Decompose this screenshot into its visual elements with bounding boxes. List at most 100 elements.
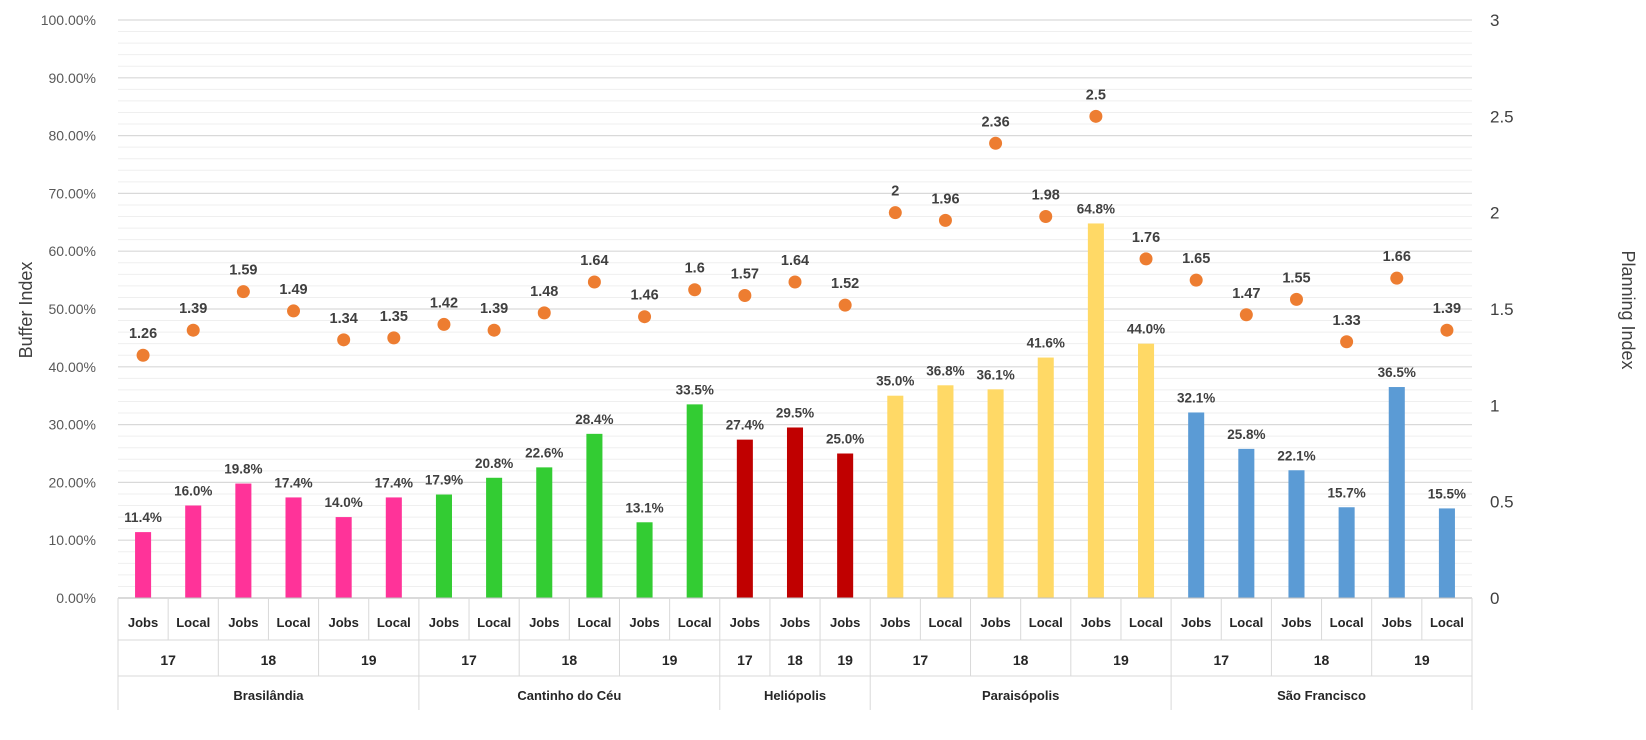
- y-tick-label: 20.00%: [49, 474, 96, 490]
- x-tick-label-type: Jobs: [328, 615, 358, 630]
- x-tick-label-type: Jobs: [429, 615, 459, 630]
- bar-data-label: 44.0%: [1127, 322, 1165, 337]
- planning-data-label: 1.26: [129, 326, 157, 342]
- x-tick-label-group: Heliópolis: [764, 688, 826, 703]
- bar: [937, 385, 954, 598]
- y2-tick-label: 1: [1490, 396, 1499, 415]
- bar: [636, 522, 653, 598]
- planning-point: [688, 283, 702, 297]
- planning-data-label: 1.47: [1232, 286, 1260, 302]
- y-tick-label: 60.00%: [49, 243, 96, 259]
- bar: [1288, 470, 1305, 598]
- bar-data-label: 32.1%: [1177, 390, 1215, 405]
- x-tick-label-year: 18: [562, 652, 578, 668]
- y-tick-label: 10.00%: [49, 532, 96, 548]
- planning-data-label: 1.66: [1383, 249, 1411, 265]
- bar-data-label: 36.8%: [926, 363, 964, 378]
- planning-data-label: 1.59: [229, 263, 257, 279]
- x-tick-label-type: Jobs: [880, 615, 910, 630]
- y-tick-label: 100.00%: [41, 12, 96, 28]
- x-tick-label-type: Local: [1229, 615, 1263, 630]
- bar: [887, 395, 904, 598]
- planning-point: [387, 331, 401, 345]
- bar: [786, 427, 804, 598]
- bar: [486, 477, 503, 598]
- y-tick-label: 40.00%: [49, 359, 96, 375]
- x-tick-label-year: 18: [787, 652, 803, 668]
- x-tick-label-type: Jobs: [629, 615, 659, 630]
- x-tick-label-type: Local: [678, 615, 712, 630]
- bar-data-label: 19.8%: [224, 462, 262, 477]
- planning-point: [136, 348, 150, 362]
- category-axis: Jobs Local 17 Jobs Local 18 Jobs Local 19 Brasilâ…: [117, 597, 1473, 710]
- x-tick-label-type: Local: [1430, 615, 1464, 630]
- planning-point: [888, 206, 902, 220]
- bar: [1388, 387, 1405, 598]
- planning-point: [1089, 109, 1103, 123]
- bar: [586, 433, 603, 598]
- bar: [135, 532, 152, 598]
- x-tick-label-type: Jobs: [830, 615, 860, 630]
- x-tick-label-type: Local: [1129, 615, 1163, 630]
- y-tick-label: 90.00%: [49, 70, 96, 86]
- planning-data-label: 1.39: [1433, 301, 1461, 317]
- planning-data-label: 1.35: [380, 309, 408, 325]
- x-tick-label-type: Local: [1029, 615, 1063, 630]
- planning-data-label: 1.42: [430, 295, 458, 311]
- bar: [1238, 448, 1255, 598]
- x-tick-label-year: 19: [837, 652, 853, 668]
- y2-tick-label: 0.5: [1490, 493, 1514, 512]
- bar: [435, 494, 452, 598]
- bar-data-label: 36.5%: [1378, 365, 1416, 380]
- bar: [686, 404, 703, 598]
- y-tick-label: 50.00%: [49, 301, 96, 317]
- y2-tick-label: 2.5: [1490, 107, 1514, 126]
- planning-data-label: 1.52: [831, 276, 859, 292]
- y-axis-right: 0 0.5 1 1.5 2 2.5 3: [1490, 11, 1514, 608]
- bar: [185, 505, 202, 598]
- planning-data-label: 1.76: [1132, 230, 1160, 246]
- planning-point: [186, 323, 200, 337]
- planning-data-label: 2.5: [1086, 87, 1106, 103]
- y-tick-label: 80.00%: [49, 128, 96, 144]
- x-tick-label-type: Local: [176, 615, 210, 630]
- bar: [335, 517, 352, 598]
- bar-data-label: 33.5%: [676, 382, 714, 397]
- planning-data-label: 1.49: [279, 282, 307, 298]
- bar-data-label: 17.4%: [274, 475, 312, 490]
- bar-data-label: 29.5%: [776, 405, 814, 420]
- x-tick-label-type: Jobs: [128, 615, 158, 630]
- x-tick-label-type: Local: [377, 615, 411, 630]
- planning-point: [838, 298, 852, 312]
- bar: [235, 483, 252, 598]
- x-tick-label-type: Local: [577, 615, 611, 630]
- y-axis-title: Buffer Index: [16, 262, 36, 359]
- bar: [736, 439, 753, 598]
- planning-data-label: 1.96: [931, 191, 959, 207]
- x-tick-label-group: São Francisco: [1277, 688, 1366, 703]
- planning-point: [1239, 308, 1253, 322]
- bar-data-label: 13.1%: [625, 500, 663, 515]
- x-tick-label-year: 17: [737, 652, 753, 668]
- x-tick-label-type: Jobs: [1081, 615, 1111, 630]
- bar-data-label: 17.4%: [375, 475, 413, 490]
- planning-point: [1340, 335, 1354, 349]
- planning-data-label: 1.55: [1282, 270, 1310, 286]
- bar-data-label: 35.0%: [876, 374, 914, 389]
- x-tick-label-type: Jobs: [1181, 615, 1211, 630]
- planning-data-label: 1.6: [685, 261, 705, 277]
- planning-data-label: 1.65: [1182, 251, 1210, 267]
- planning-points: 1.261.391.591.491.34 1.351.42 1.391.481.64…: [129, 87, 1461, 362]
- y-tick-label: 70.00%: [49, 185, 96, 201]
- planning-data-label: 1.64: [781, 253, 809, 269]
- planning-data-label: 1.57: [731, 267, 759, 283]
- y-axis-left: 0.00% 10.00% 20.00% 30.00% 40.00% 50.00% 60.00…: [41, 12, 96, 606]
- bar: [1138, 343, 1155, 598]
- bar: [837, 453, 854, 598]
- planning-point: [1289, 292, 1303, 306]
- bar: [1188, 412, 1205, 598]
- planning-data-label: 2.36: [981, 114, 1009, 130]
- bar-data-label: 25.8%: [1227, 427, 1265, 442]
- bar-data-label: 20.8%: [475, 456, 513, 471]
